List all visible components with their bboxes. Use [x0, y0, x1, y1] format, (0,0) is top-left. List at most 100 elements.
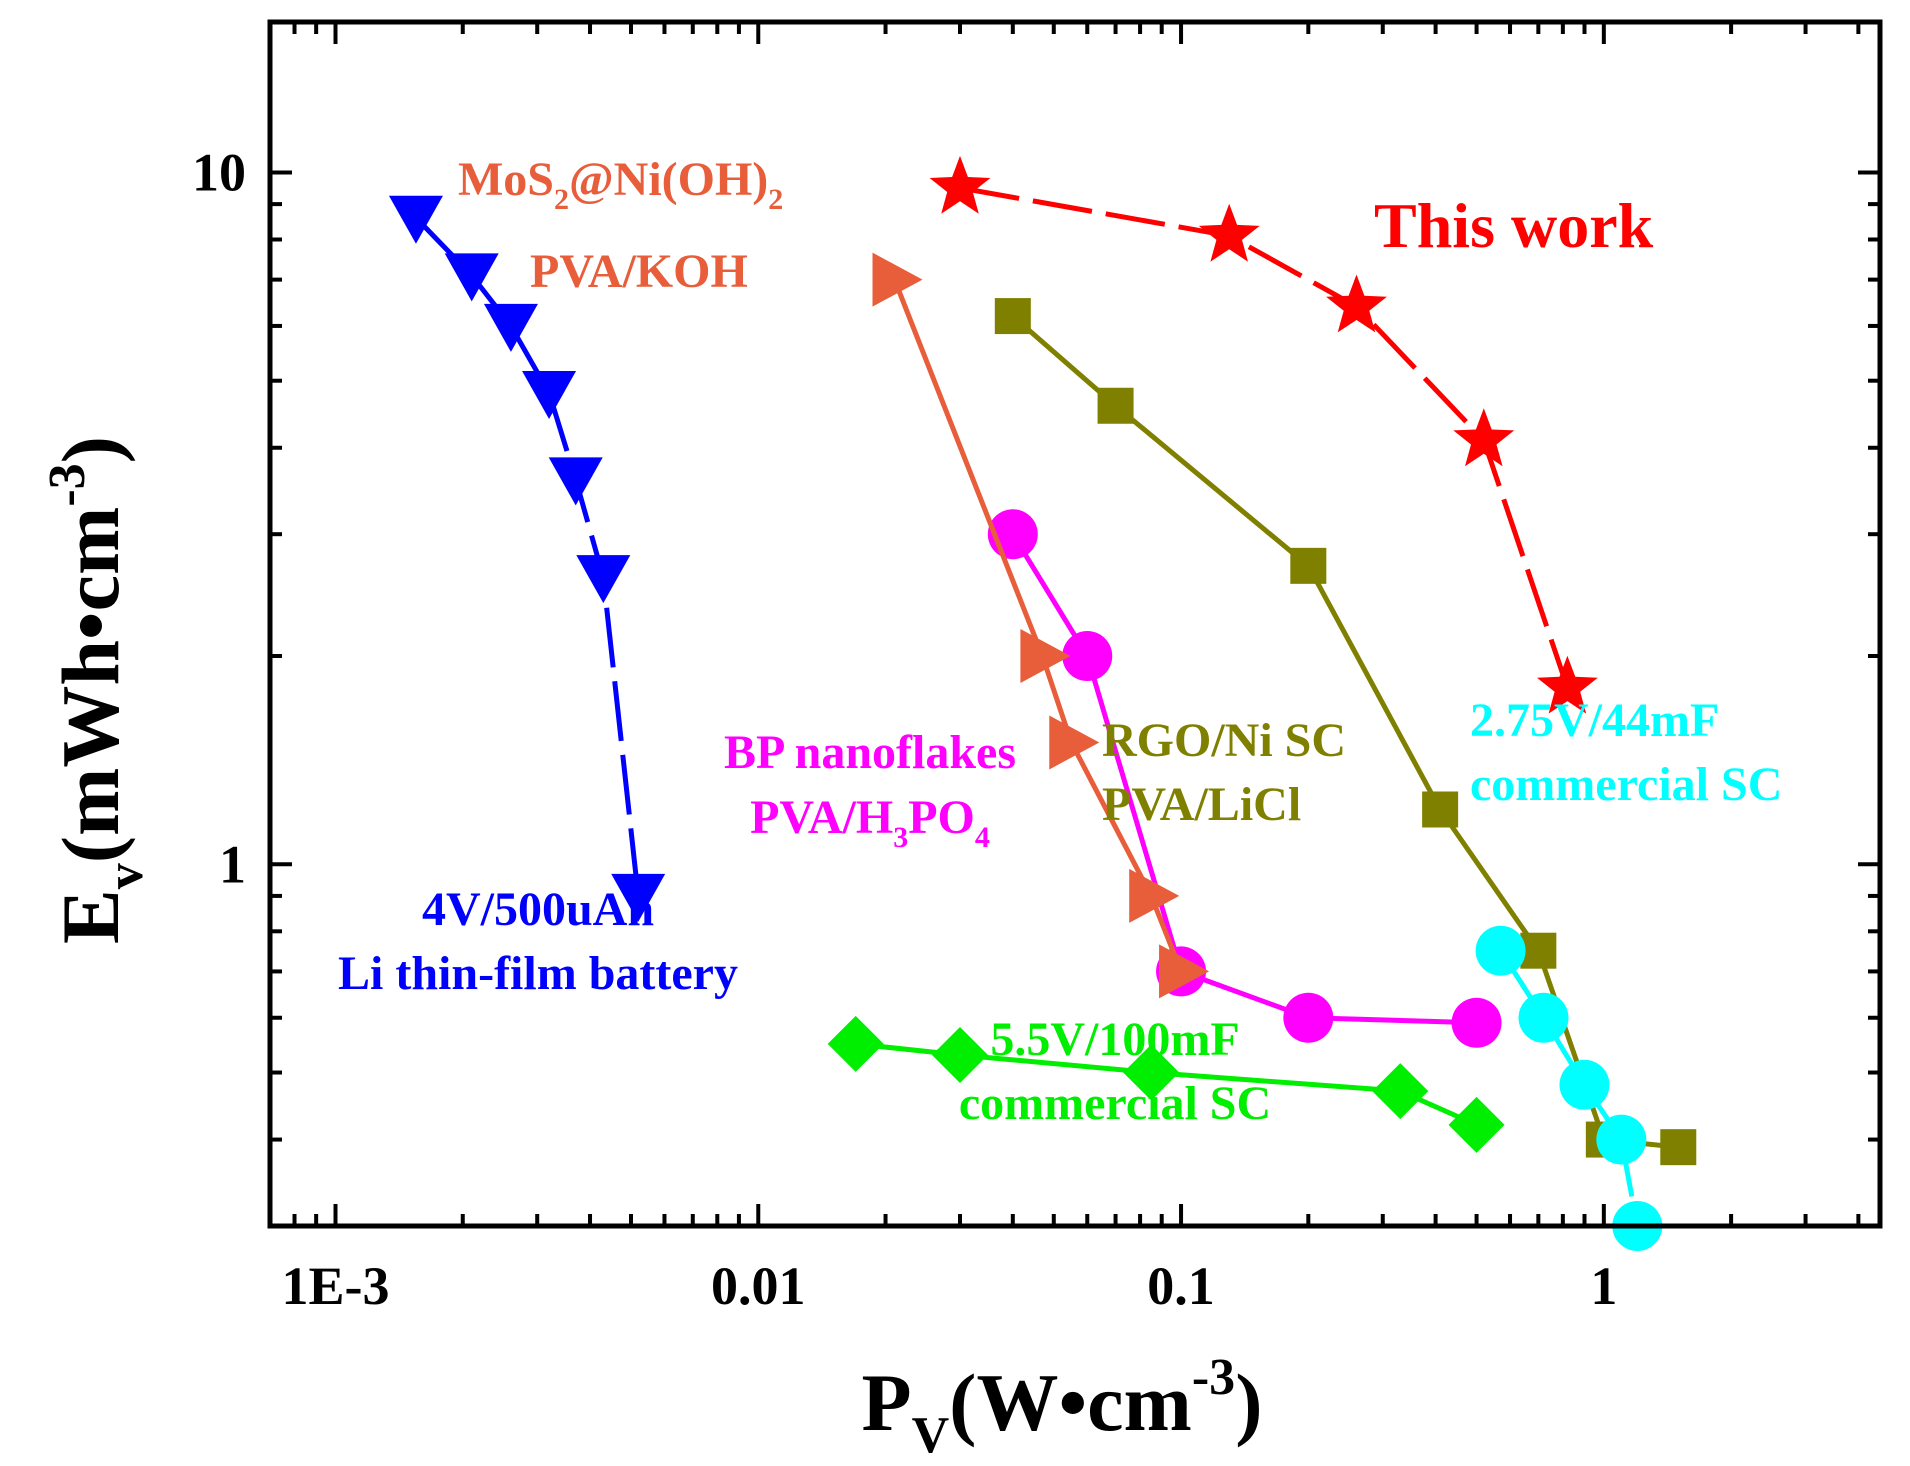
x-axis-title-sup: -3 [1192, 1349, 1235, 1406]
triangle-down-marker [576, 555, 631, 604]
circle-marker [1283, 992, 1334, 1043]
triangle-right-marker [1020, 629, 1071, 684]
annotation-thiswork: This work [1374, 190, 1654, 261]
x-axis-title-unit: (W•cm [949, 1357, 1192, 1448]
annotation-rgo: RGO/Ni SC PVA/LiCl [1102, 714, 1346, 831]
series-circle-group [1475, 925, 1663, 1251]
square-marker [1520, 932, 1557, 969]
annotation-text: Li thin-film battery [338, 947, 738, 1000]
annotation-line: commercial SC [959, 1077, 1271, 1130]
annotation-line: PVA/H3PO4 [750, 791, 990, 854]
annotation-text: @Ni(OH) [569, 153, 768, 206]
annotation-text: RGO/Ni SC [1102, 714, 1346, 767]
annotation-text: 3 [893, 821, 908, 854]
annotation-text: commercial SC [959, 1077, 1271, 1130]
annotation-line: RGO/Ni SC [1102, 714, 1346, 767]
annotation-text: PVA/H [750, 791, 893, 844]
triangle-down-marker [388, 195, 443, 244]
annotation-text: commercial SC [1470, 758, 1782, 811]
star-marker [929, 155, 991, 214]
square-marker [994, 298, 1031, 335]
circle-marker [1062, 631, 1113, 682]
x-tick-label: 1 [1590, 1256, 1617, 1316]
triangle-down-marker [483, 303, 538, 352]
annotation-text: MoS [458, 153, 554, 206]
annotation-line: PVA/KOH [530, 245, 748, 298]
triangle-right-marker [1129, 868, 1180, 923]
y-axis-title-sup: -3 [39, 463, 96, 506]
star-marker [1326, 274, 1387, 333]
x-axis-title: PV(W•cm-3) [861, 1349, 1262, 1464]
annotation-line: MoS2@Ni(OH)2 [458, 153, 783, 216]
annotation-text: 4V/500uAh [422, 883, 654, 936]
circle-marker [1475, 925, 1526, 976]
annotation-pvakoh: PVA/KOH [530, 245, 748, 298]
annotation-text: BP nanoflakes [724, 726, 1016, 779]
x-axis-title-close: ) [1235, 1357, 1262, 1448]
annotation-line: Li thin-film battery [338, 947, 738, 1000]
y-axis-title-sub: v [97, 863, 154, 889]
x-tick-label: 0.1 [1147, 1256, 1215, 1316]
triangle-right-marker [872, 252, 923, 307]
annotation-mos2: MoS2@Ni(OH)2 [458, 153, 783, 216]
annotation-text: PVA/LiCl [1102, 778, 1301, 831]
square-marker [1660, 1129, 1697, 1166]
triangle-right-marker [1049, 715, 1100, 770]
square-marker [1422, 791, 1459, 828]
annotation-text: 4 [975, 821, 990, 854]
x-axis-title-main: P [861, 1357, 911, 1448]
y-axis-title-main: E [45, 889, 136, 944]
annotation-text: 2.75V/44mF [1470, 694, 1719, 747]
annotation-text: This work [1374, 190, 1654, 261]
annotation-text: 2 [768, 183, 783, 216]
series-line [892, 278, 1184, 973]
annotation-text: 2 [554, 183, 569, 216]
y-tick-label: 1 [219, 834, 246, 894]
annotation-text: 5.5V/100mF [990, 1013, 1239, 1066]
triangle-down-marker [611, 873, 666, 922]
diamond-marker [931, 1027, 988, 1084]
circle-marker [1451, 997, 1502, 1048]
annotation-line: 4V/500uAh [422, 883, 654, 936]
annotation-sc44: 2.75V/44mF commercial SC [1470, 694, 1782, 811]
annotation-sc100: 5.5V/100mF commercial SC [959, 1013, 1271, 1130]
diamond-marker [1448, 1096, 1505, 1153]
series-star-group [929, 155, 1598, 714]
triangle-down-marker [522, 370, 577, 419]
annotation-line: 5.5V/100mF [990, 1013, 1239, 1066]
x-tick-label: 1E-3 [281, 1256, 389, 1316]
circle-marker [1596, 1114, 1647, 1165]
annotation-line: 2.75V/44mF [1470, 694, 1719, 747]
annotation-li: 4V/500uAh Li thin-film battery [338, 883, 738, 1000]
annotation-text: PO [908, 791, 975, 844]
x-axis-title-sub: V [912, 1407, 950, 1464]
y-axis-title-close: ) [45, 436, 136, 463]
triangle-down-marker [444, 253, 499, 302]
series-diamond-group [827, 1015, 1505, 1153]
y-tick-label: 10 [192, 142, 246, 202]
square-marker [1097, 387, 1134, 424]
star-marker [1537, 655, 1598, 714]
circle-marker [1518, 992, 1569, 1043]
x-tick-label: 0.01 [711, 1256, 806, 1316]
diamond-marker [1372, 1063, 1429, 1120]
y-axis-title-unit: (mWh•cm [45, 507, 136, 864]
circle-marker [1559, 1059, 1610, 1110]
annotation-line: PVA/LiCl [1102, 778, 1301, 831]
diamond-marker [1123, 1044, 1180, 1101]
y-axis-title: Ev(mWh•cm-3) [39, 436, 154, 944]
triangle-right-marker [1159, 944, 1210, 999]
series-layer [388, 155, 1697, 1251]
annotation-bp: BP nanoflakes PVA/H3PO4 [724, 726, 1016, 854]
series-triangle-right-group [872, 252, 1210, 999]
square-marker [1290, 547, 1327, 584]
star-marker [1453, 408, 1515, 467]
diamond-marker [827, 1015, 884, 1072]
series-square-group [994, 298, 1697, 1166]
annotation-line: BP nanoflakes [724, 726, 1016, 779]
series-triangle-down-group [388, 195, 666, 922]
annotation-line: commercial SC [1470, 758, 1782, 811]
plot-frame [267, 19, 1883, 1229]
